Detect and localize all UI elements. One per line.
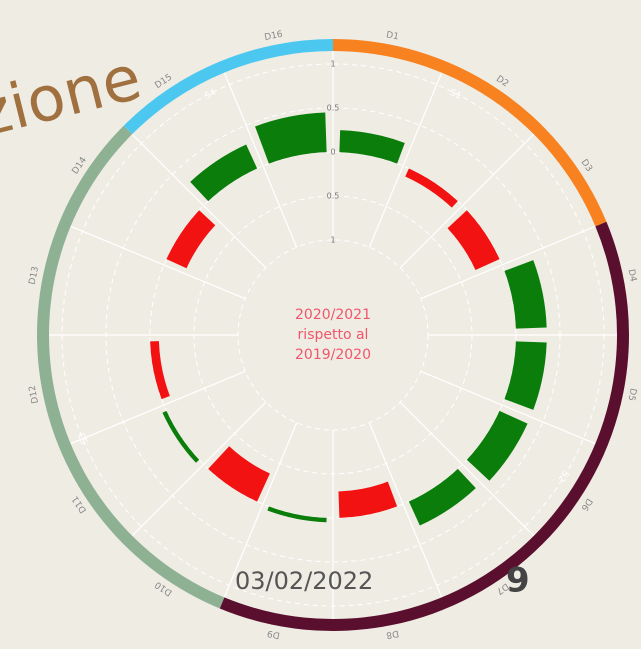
spoke [223, 72, 298, 248]
category-label: D1 [385, 30, 399, 42]
bar [338, 481, 398, 518]
spoke [420, 225, 596, 300]
center-text: 2019/2020 [295, 347, 371, 363]
ring-segment [333, 39, 607, 227]
grid-circle [61, 63, 605, 607]
grid-circle [237, 239, 429, 431]
spoke [420, 370, 596, 445]
bar [255, 112, 327, 164]
tick-label: 0.5 [327, 192, 340, 201]
bar [466, 410, 528, 481]
category-label: D4 [626, 268, 638, 283]
group-label: S1 [448, 88, 463, 102]
spoke [368, 422, 443, 598]
grid-circle [105, 107, 561, 563]
grid-circle [149, 151, 517, 519]
spoke [70, 225, 246, 300]
category-label: D5 [626, 387, 638, 401]
bar [208, 446, 270, 502]
grid-circle [193, 195, 473, 475]
spoke [399, 133, 535, 269]
bar [504, 260, 547, 329]
tick-label: 0.5 [327, 104, 340, 113]
spoke [368, 72, 443, 248]
spoke [399, 401, 535, 537]
bar [190, 144, 258, 202]
category-label: D13 [28, 266, 41, 286]
spoke [131, 133, 267, 269]
category-label: D9 [266, 627, 281, 639]
bar [150, 341, 170, 400]
bar [504, 341, 547, 410]
bar [408, 468, 476, 526]
bar [267, 506, 327, 523]
category-label: D8 [385, 628, 400, 640]
tick-label: 1 [330, 236, 335, 245]
tick-label: 1 [330, 60, 335, 69]
spoke [70, 370, 246, 445]
spoke [223, 422, 298, 598]
center-text: rispetto al [298, 327, 369, 343]
date: 03/02/2022 [235, 567, 373, 595]
bar [162, 410, 200, 463]
bar [166, 210, 216, 269]
tick-label: 0 [330, 148, 335, 157]
bar [447, 210, 500, 271]
ring-segment [123, 39, 333, 135]
page-number: 9 [506, 561, 530, 601]
category-label: D16 [264, 30, 284, 43]
bar [339, 130, 405, 164]
center-text: 2020/2021 [295, 307, 371, 323]
group-label: S4 [203, 88, 218, 102]
ring-segment [37, 125, 225, 609]
group-label: S3 [77, 431, 91, 445]
category-label: D12 [28, 384, 41, 404]
bar [405, 168, 458, 208]
spoke [131, 401, 267, 537]
